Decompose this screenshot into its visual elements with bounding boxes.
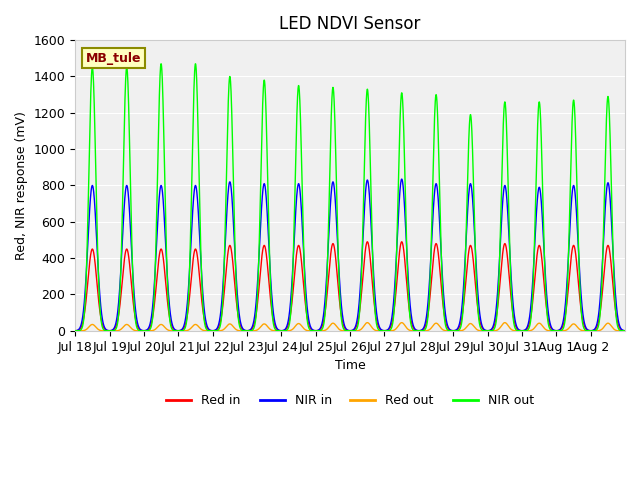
Title: LED NDVI Sensor: LED NDVI Sensor bbox=[280, 15, 420, 33]
Legend: Red in, NIR in, Red out, NIR out: Red in, NIR in, Red out, NIR out bbox=[161, 389, 539, 412]
X-axis label: Time: Time bbox=[335, 359, 365, 372]
Text: MB_tule: MB_tule bbox=[86, 52, 141, 65]
Y-axis label: Red, NIR response (mV): Red, NIR response (mV) bbox=[15, 111, 28, 260]
